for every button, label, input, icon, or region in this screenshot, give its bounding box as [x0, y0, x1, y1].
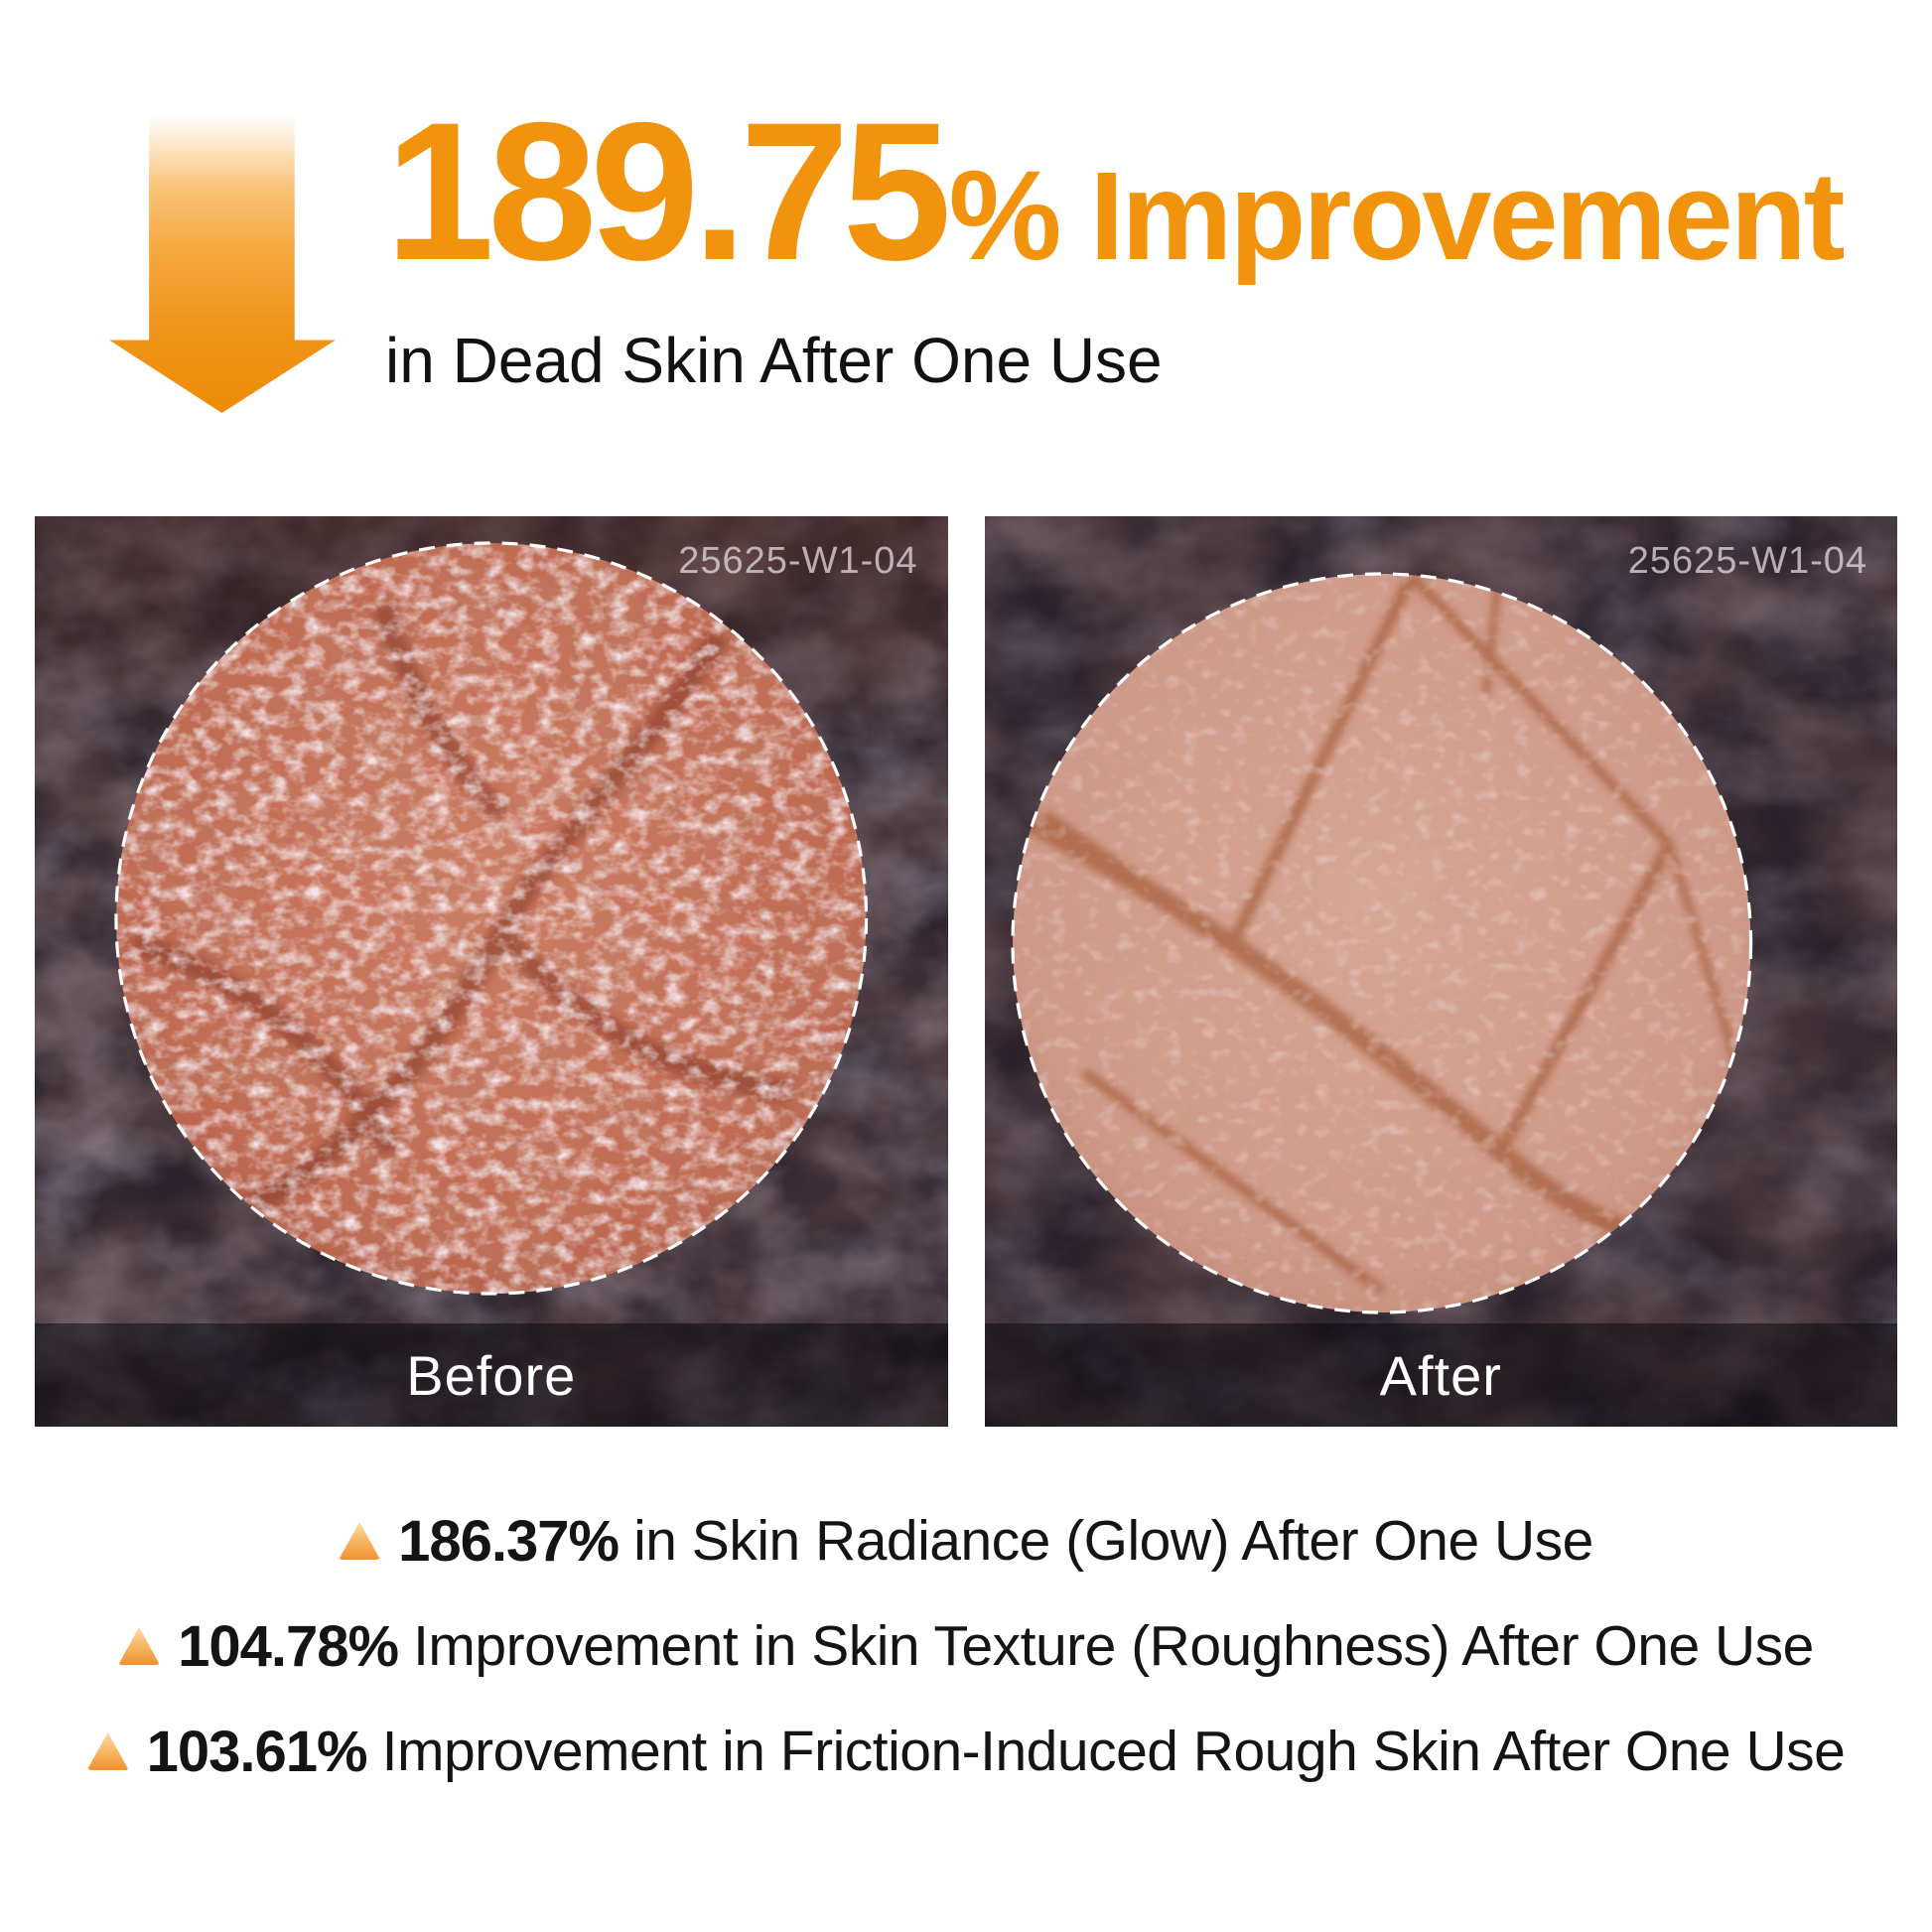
triangle-up-icon [118, 1627, 161, 1665]
before-after-comparison: 25625-W1-04 Before [35, 516, 1897, 1427]
after-sample-code-label: 25625-W1-04 [1627, 540, 1867, 582]
stat-row: 103.61% Improvement in Friction-Induced … [0, 1706, 1932, 1797]
after-caption: After [1379, 1343, 1502, 1407]
before-caption-band: Before [35, 1323, 948, 1427]
before-sample-code-label: 25625-W1-04 [678, 540, 918, 582]
headline-word: Improvement [1089, 146, 1845, 286]
stat-row: 104.78% Improvement in Skin Texture (Rou… [0, 1600, 1932, 1692]
after-caption-band: After [984, 1323, 1897, 1427]
before-photo-texture [35, 516, 948, 1427]
down-arrow-icon [109, 115, 336, 413]
triangle-up-icon [339, 1522, 381, 1560]
before-photo: 25625-W1-04 Before [35, 516, 948, 1427]
after-photo: 25625-W1-04 After [984, 516, 1897, 1427]
stat-value: 186.37% [398, 1508, 620, 1574]
stat-value: 103.61% [146, 1719, 368, 1784]
stat-text: Improvement in Friction-Induced Rough Sk… [381, 1720, 1846, 1783]
stat-row: 186.37% in Skin Radiance (Glow) After On… [0, 1495, 1932, 1587]
headline-subtitle: in Dead Skin After One Use [385, 325, 1163, 396]
stats-list: 186.37% in Skin Radiance (Glow) After On… [0, 1495, 1932, 1811]
triangle-up-icon [86, 1732, 129, 1770]
headline-block: 189.75 % Improvement in Dead Skin After … [385, 81, 1846, 397]
stat-text: Improvement in Skin Texture (Roughness) … [413, 1614, 1814, 1678]
before-caption: Before [406, 1343, 577, 1407]
stat-text: in Skin Radiance (Glow) After One Use [633, 1509, 1593, 1573]
after-photo-texture [984, 516, 1897, 1427]
headline-value: 189.75 [385, 81, 952, 301]
headline: 189.75 % Improvement [385, 81, 1846, 301]
headline-percent-sign: % [948, 145, 1062, 287]
stat-value: 104.78% [178, 1613, 399, 1679]
